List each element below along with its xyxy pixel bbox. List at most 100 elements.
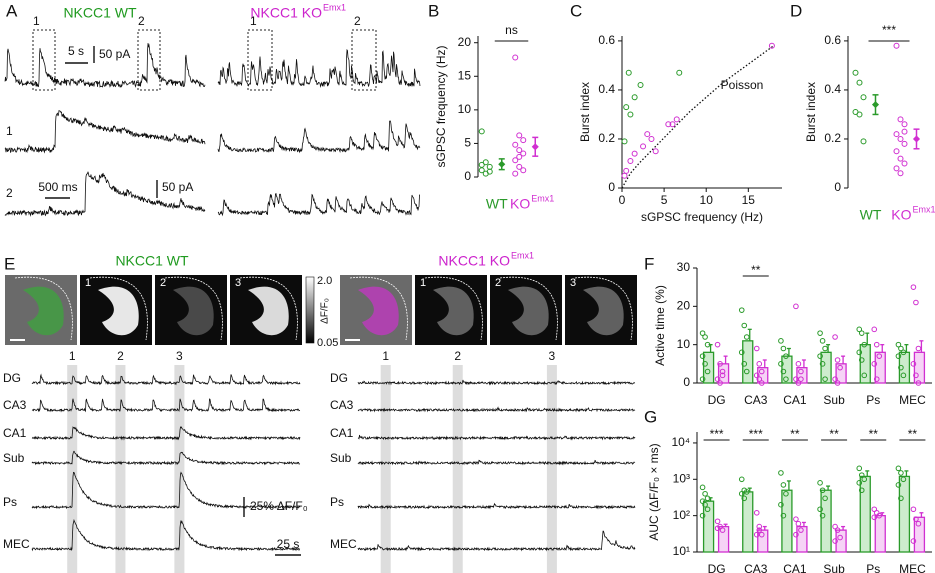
data-point xyxy=(756,523,763,530)
time-marker: 1 xyxy=(382,349,389,363)
x-tick-label: Sub xyxy=(823,562,845,573)
trace xyxy=(4,43,206,88)
data-point xyxy=(743,368,750,375)
data-point xyxy=(819,487,826,494)
data-point xyxy=(512,54,519,61)
data-point xyxy=(756,376,763,382)
scale-label: 50 pA xyxy=(162,180,193,194)
data-point xyxy=(798,376,804,382)
data-point xyxy=(913,516,919,522)
data-point xyxy=(702,490,708,497)
region-label: CA1 xyxy=(330,426,354,440)
data-point xyxy=(637,82,644,89)
panel-letter: F xyxy=(644,254,654,273)
y-tick-label: 10³ xyxy=(673,471,690,485)
trace xyxy=(31,450,301,466)
data-point xyxy=(795,520,802,527)
time-marker: 2 xyxy=(117,349,124,363)
image-signal xyxy=(23,286,64,336)
data-point xyxy=(665,121,672,128)
data-point xyxy=(858,357,865,363)
data-point xyxy=(910,538,917,544)
data-point xyxy=(627,158,634,165)
bar xyxy=(820,489,832,553)
data-point xyxy=(817,480,823,486)
data-point xyxy=(714,376,721,382)
y-tick-label: 0.2 xyxy=(824,131,841,145)
region-label: MEC xyxy=(3,537,30,551)
data-point xyxy=(897,135,904,142)
x-tick-label: 5 xyxy=(661,193,668,207)
data-point xyxy=(738,476,745,483)
significance: ** xyxy=(869,427,879,441)
panel-letter: B xyxy=(428,1,439,20)
data-point xyxy=(717,380,723,386)
data-point xyxy=(915,520,922,527)
time-band xyxy=(174,365,185,573)
data-point xyxy=(898,470,904,476)
data-point xyxy=(783,490,789,497)
data-point xyxy=(631,150,638,157)
trace xyxy=(217,120,421,154)
x-tick-label: Ps xyxy=(866,393,880,407)
data-point xyxy=(652,148,659,155)
zoom-boxes xyxy=(32,29,377,91)
region-label: CA3 xyxy=(3,398,27,412)
data-point xyxy=(719,372,726,379)
data-point xyxy=(822,345,828,352)
y-tick-label: 15 xyxy=(458,68,472,82)
data-point xyxy=(778,361,784,367)
image-outline xyxy=(424,276,483,341)
data-point xyxy=(861,372,868,379)
data-point xyxy=(895,353,902,359)
x-tick-label: DG xyxy=(708,562,726,573)
data-point xyxy=(856,480,863,486)
panel-letter: C xyxy=(570,1,582,20)
x-tick-label: DG xyxy=(708,393,726,407)
data-point xyxy=(798,368,804,375)
bar xyxy=(913,351,926,384)
time-band xyxy=(452,365,463,573)
data-point xyxy=(699,512,706,519)
data-point xyxy=(714,518,721,525)
bar xyxy=(898,351,911,384)
image-label: 3 xyxy=(570,277,576,289)
data-point xyxy=(915,345,922,352)
y-axis-label: AUC (ΔF/F₀ × ms) xyxy=(647,443,661,540)
data-point xyxy=(898,495,904,502)
bar xyxy=(781,489,793,553)
data-point xyxy=(699,484,706,491)
title-sup: Emx1 xyxy=(323,2,346,12)
data-point xyxy=(832,538,838,544)
data-point xyxy=(861,341,868,348)
image-label: 1 xyxy=(85,277,91,289)
data-point xyxy=(699,330,706,336)
data-point xyxy=(832,376,838,382)
data-point xyxy=(780,345,787,352)
y-tick-label: 0 xyxy=(683,375,690,389)
x-tick-label: 0 xyxy=(619,193,626,207)
trace xyxy=(357,459,636,466)
bar xyxy=(835,363,847,384)
bar xyxy=(859,344,871,384)
data-point xyxy=(717,361,723,367)
trace xyxy=(4,109,206,154)
data-point xyxy=(856,111,863,118)
data-point xyxy=(719,368,726,375)
image xyxy=(565,275,637,345)
trace xyxy=(31,398,301,413)
y-tick-label: 10 xyxy=(458,102,472,116)
data-point xyxy=(856,326,863,333)
data-point xyxy=(738,490,745,497)
data-point xyxy=(871,514,878,521)
bar xyxy=(874,514,886,553)
data-point xyxy=(623,167,630,174)
x-axis-label: sGPSC frequency (Hz) xyxy=(641,210,763,224)
data-point xyxy=(783,376,789,382)
data-point xyxy=(895,341,902,348)
time-band xyxy=(380,365,391,573)
box-label: 1 xyxy=(250,14,257,28)
data-point xyxy=(793,303,799,310)
bar xyxy=(820,351,832,384)
annotation: ns xyxy=(505,23,518,37)
